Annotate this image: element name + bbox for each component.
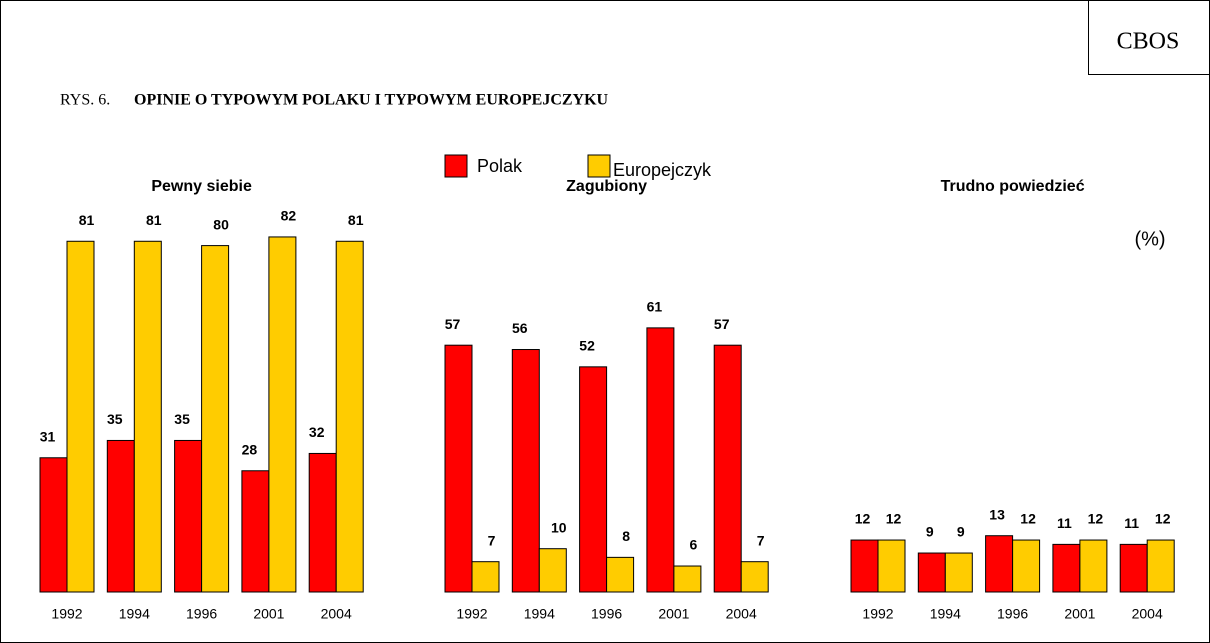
data-label: 9 <box>957 524 965 540</box>
x-tick-label: 2004 <box>726 606 757 622</box>
data-label: 28 <box>242 441 258 457</box>
figure-label: RYS. 6. <box>60 92 110 109</box>
data-label: 61 <box>647 299 663 315</box>
legend-label: Europejczyk <box>613 160 712 180</box>
x-tick-label: 1994 <box>524 606 555 622</box>
data-label: 12 <box>1088 511 1104 527</box>
bar <box>606 556 635 593</box>
bar <box>241 470 270 593</box>
x-tick-label: 2001 <box>253 606 284 622</box>
data-label: 8 <box>622 528 630 544</box>
legend-swatch <box>444 154 468 178</box>
x-tick-label: 2004 <box>321 606 352 622</box>
bar <box>1079 539 1108 593</box>
bar <box>1146 539 1175 593</box>
x-tick-label: 1996 <box>186 606 217 622</box>
data-label: 57 <box>714 316 730 332</box>
data-label: 12 <box>886 511 902 527</box>
x-tick-label: 2004 <box>1132 606 1163 622</box>
x-tick-label: 1992 <box>51 606 82 622</box>
bar <box>579 366 608 593</box>
source: CBOS <box>1117 29 1180 55</box>
data-label: 81 <box>79 212 95 228</box>
legend-swatch <box>587 154 611 178</box>
x-tick-label: 2001 <box>658 606 689 622</box>
data-label: 11 <box>1057 515 1072 531</box>
bar <box>646 327 675 593</box>
data-label: 35 <box>174 411 190 427</box>
bar <box>106 439 135 593</box>
bar <box>66 240 95 593</box>
bar <box>740 561 769 593</box>
x-tick-label: 1994 <box>119 606 150 622</box>
bar <box>944 552 973 593</box>
data-label: 12 <box>1155 511 1171 527</box>
chart-title: OPINIE O TYPOWYM POLAKU I TYPOWYM EUROPE… <box>134 92 609 109</box>
x-tick-label: 1996 <box>997 606 1028 622</box>
panel-title: Zagubiony <box>566 178 647 195</box>
data-label: 32 <box>309 424 325 440</box>
data-label: 7 <box>757 532 765 548</box>
source-box <box>1088 0 1210 75</box>
panel-title: Pewny siebie <box>151 178 252 195</box>
bar <box>1052 543 1081 593</box>
bar <box>39 457 68 593</box>
bar <box>538 548 567 593</box>
bar <box>917 552 946 593</box>
data-label: 56 <box>512 320 528 336</box>
bar <box>985 535 1014 593</box>
bar <box>1119 543 1148 593</box>
bar <box>713 344 742 593</box>
bar <box>444 344 473 593</box>
bar <box>1012 539 1041 593</box>
data-label: 81 <box>146 212 162 228</box>
x-tick-label: 1992 <box>862 606 893 622</box>
data-label: 31 <box>40 428 56 444</box>
bar <box>174 439 203 593</box>
data-label: 9 <box>926 524 934 540</box>
panel-title: Trudno powiedzieć <box>941 178 1085 195</box>
data-label: 11 <box>1124 515 1139 531</box>
bar <box>471 561 500 593</box>
data-label: 6 <box>690 537 698 553</box>
bar <box>877 539 906 593</box>
x-tick-label: 2001 <box>1064 606 1095 622</box>
data-label: 12 <box>855 511 871 527</box>
bar <box>511 349 540 593</box>
bar <box>268 236 297 593</box>
data-label: 81 <box>348 212 364 228</box>
data-label: 80 <box>213 216 229 232</box>
data-label: 52 <box>579 338 595 354</box>
bar <box>308 452 337 593</box>
bar <box>133 240 162 593</box>
bar <box>335 240 364 593</box>
unit-label: (%) <box>1134 228 1165 250</box>
data-label: 10 <box>551 519 567 535</box>
bar <box>850 539 879 593</box>
bar <box>201 245 230 593</box>
data-label: 7 <box>488 532 496 548</box>
bar <box>673 565 702 593</box>
data-label: 35 <box>107 411 123 427</box>
legend-label: Polak <box>477 156 523 176</box>
data-label: 57 <box>445 316 461 332</box>
data-label: 13 <box>989 506 1005 522</box>
x-tick-label: 1992 <box>456 606 487 622</box>
data-label: 12 <box>1020 511 1036 527</box>
data-label: 82 <box>281 208 297 224</box>
x-tick-label: 1994 <box>930 606 961 622</box>
x-tick-label: 1996 <box>591 606 622 622</box>
